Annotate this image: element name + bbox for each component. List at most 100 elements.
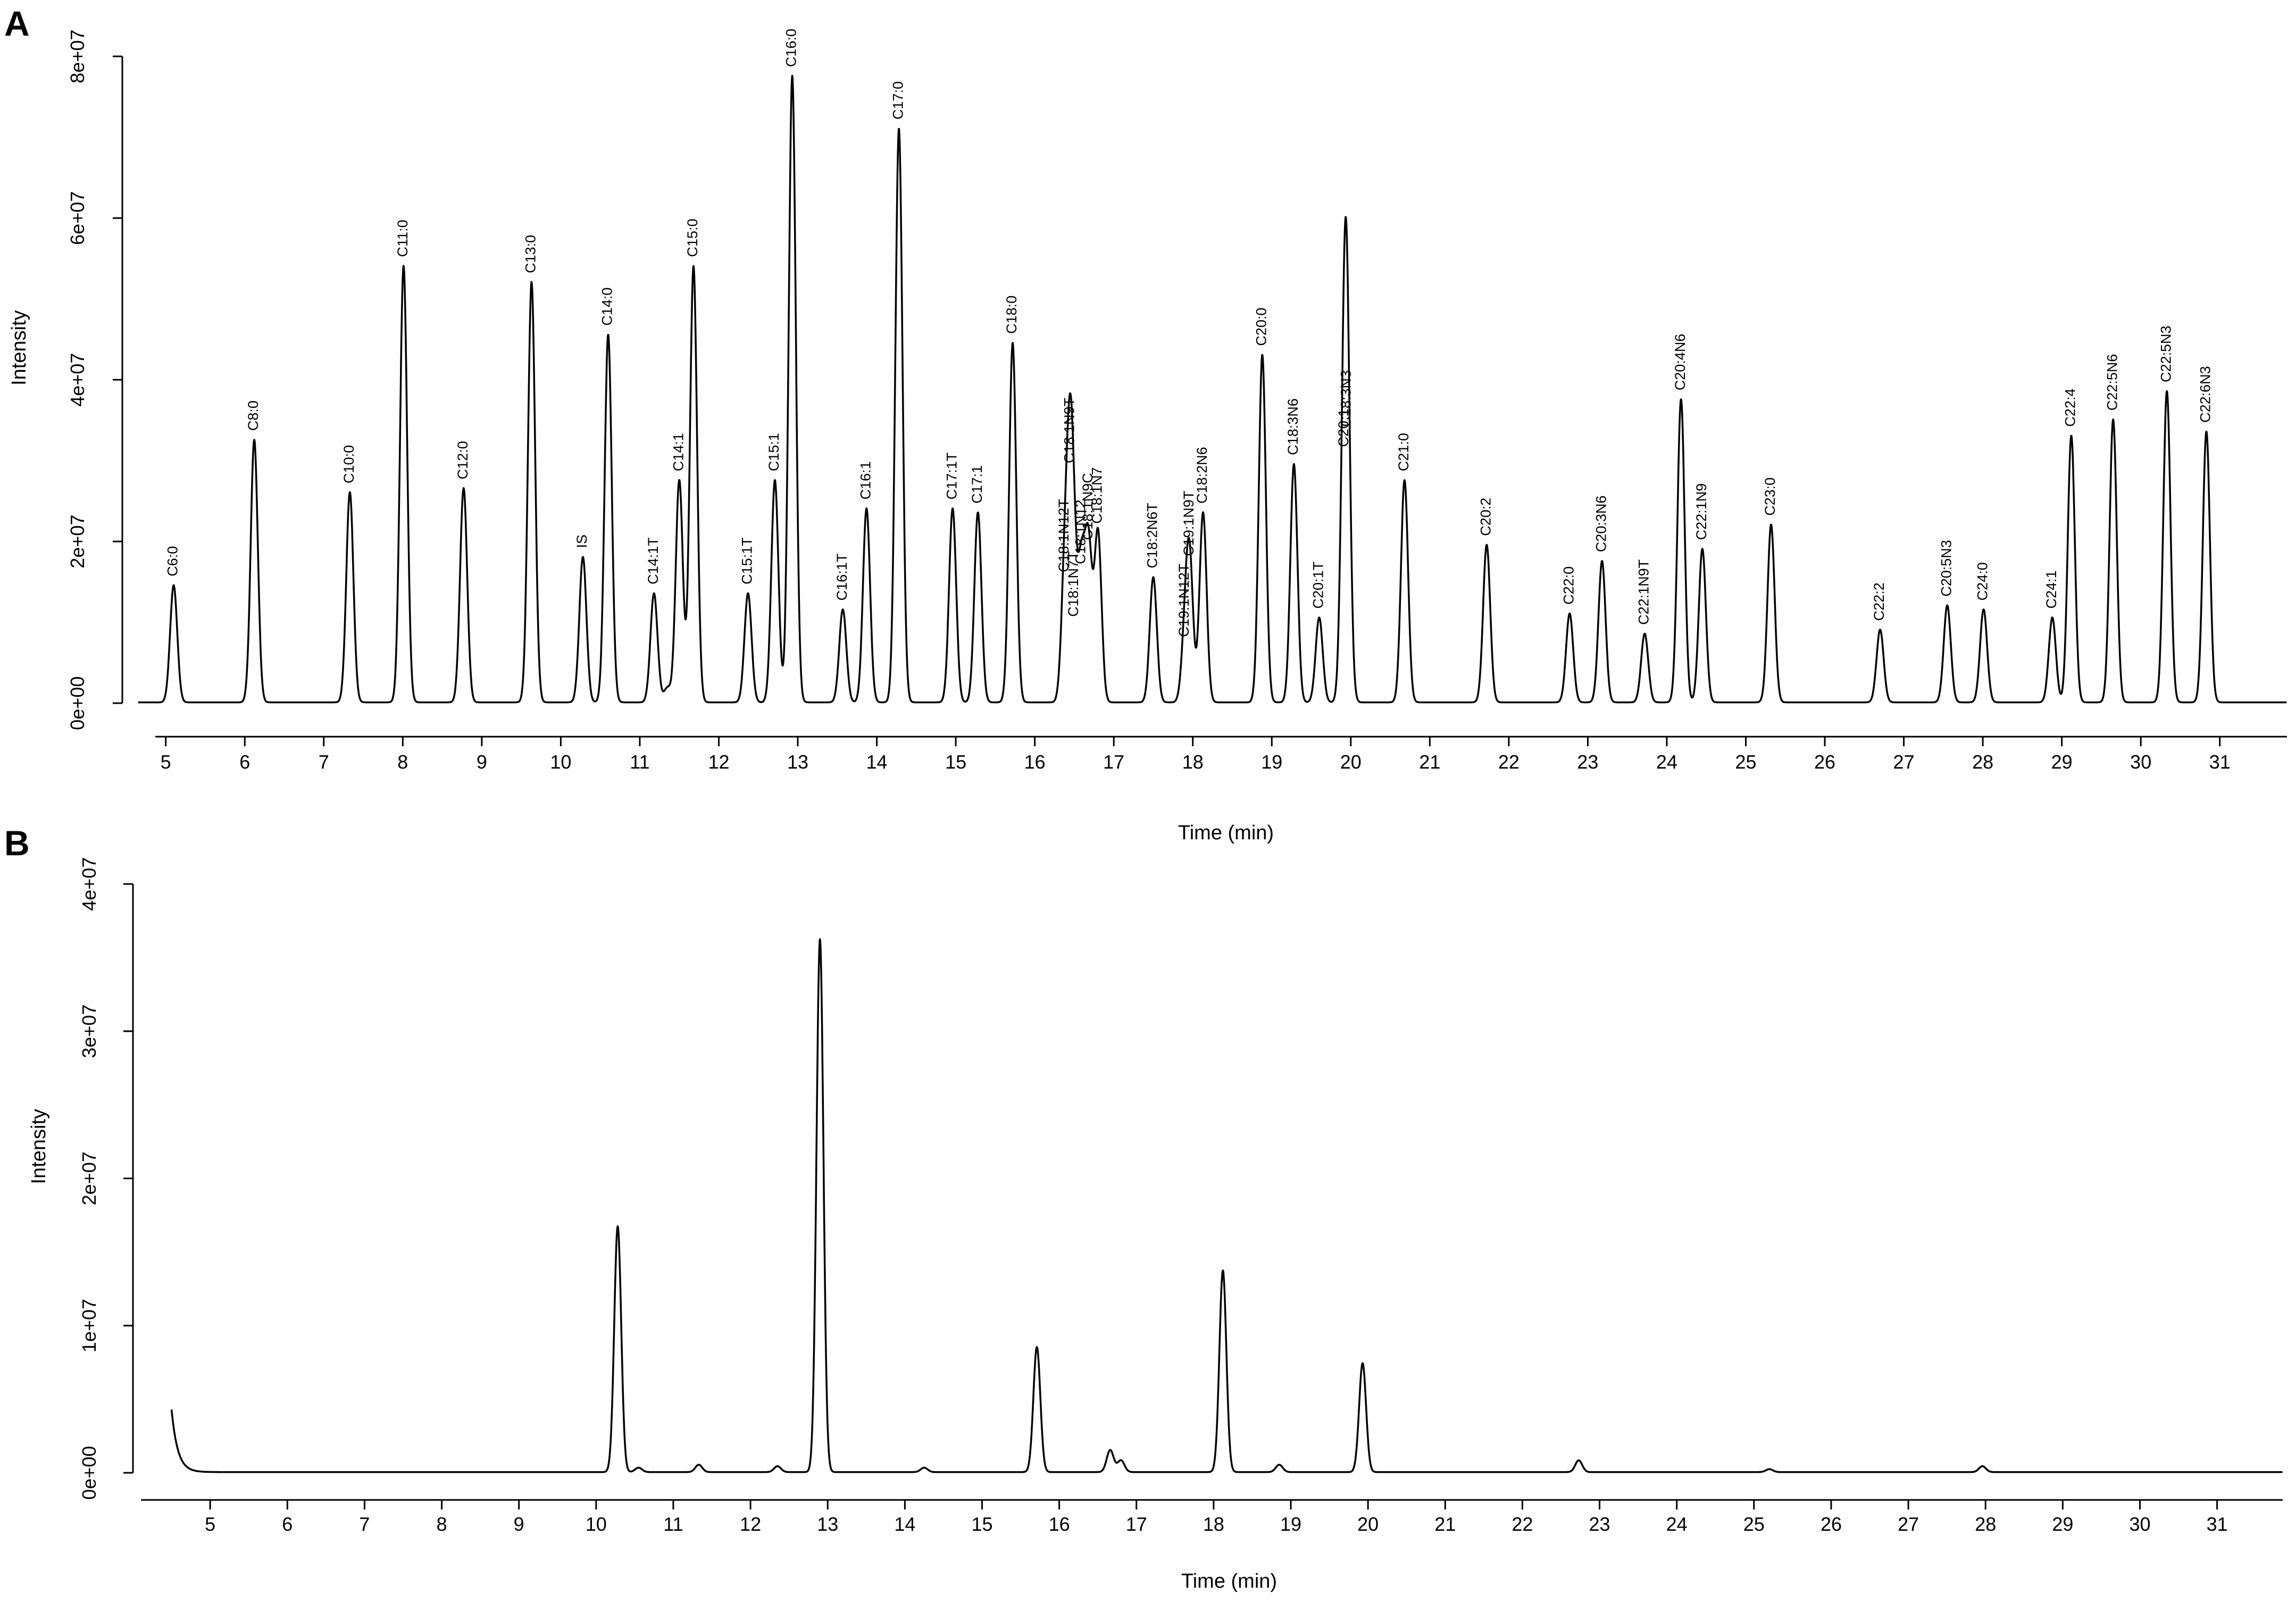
peak-label: C20:5N3 xyxy=(1938,540,1954,597)
x-tick-label: 12 xyxy=(708,751,729,773)
peak-label: C22:1N9T xyxy=(1635,560,1651,625)
peak-label: C12:0 xyxy=(455,441,471,479)
y-tick-label: 0e+00 xyxy=(66,676,88,730)
x-tick-label: 28 xyxy=(1972,751,1993,773)
x-tick-label: 17 xyxy=(1126,1513,1147,1535)
peak-label: C18:1N7T xyxy=(1065,552,1081,617)
peak-label: C22:6N3 xyxy=(2198,366,2214,423)
peak-label: C18:1N12 xyxy=(1072,499,1088,564)
x-tick-label: 9 xyxy=(477,751,487,773)
peak-label: C21:0 xyxy=(1396,433,1412,471)
peak-label: C22:1N9 xyxy=(1693,483,1709,540)
peak-label: C18:3N6 xyxy=(1285,398,1301,455)
x-tick-label: 14 xyxy=(866,751,888,773)
peak-label: C17:0 xyxy=(890,81,906,120)
x-tick-label: 24 xyxy=(1666,1513,1688,1535)
peak-label: C17:1 xyxy=(969,465,985,504)
x-tick-label: 5 xyxy=(205,1513,215,1535)
peak-label: C14:1 xyxy=(670,433,686,471)
peak-label: C18:1N9T xyxy=(1062,398,1078,463)
peak-label: C14:0 xyxy=(599,287,615,326)
peak-label: C18:3N3 xyxy=(1338,370,1354,427)
x-tick-label: 22 xyxy=(1498,751,1519,773)
chromatogram-panel-a: 0e+00 2e+07 4e+07 6e+07 8e+07 5 6 7 8 9 10 11 12 13 14… xyxy=(8,29,2287,844)
peak-label: C17:1T xyxy=(944,453,959,500)
x-tick-label: 15 xyxy=(945,751,966,773)
x-tick-label: 10 xyxy=(550,751,571,773)
x-tick-label: 27 xyxy=(1893,751,1915,773)
x-tick-label: 23 xyxy=(1589,1513,1610,1535)
x-tick-label: 15 xyxy=(971,1513,992,1535)
x-tick-label: 19 xyxy=(1261,751,1282,773)
peak-label: C14:1T xyxy=(645,537,661,585)
y-tick-label: 4e+07 xyxy=(66,353,88,406)
x-tick-label: 29 xyxy=(2051,751,2073,773)
y-tick-label: 8e+07 xyxy=(66,29,88,83)
x-tick-label: 12 xyxy=(740,1513,761,1535)
peak-label: C16:1 xyxy=(857,461,873,499)
x-tick-label: 5 xyxy=(161,751,171,773)
peak-label: C18:1N9C xyxy=(1080,473,1096,540)
chromatogram-trace xyxy=(137,74,2287,704)
x-tick-label: 29 xyxy=(2052,1513,2073,1535)
x-tick-label: 7 xyxy=(319,751,329,773)
chromatogram-panel-b: 0e+00 1e+07 2e+07 3e+07 4e+07 5 6 7 8 9 10 11 12 13 14… xyxy=(28,857,2283,1592)
peak-label: C18:1N7 xyxy=(1089,467,1105,524)
y-axis-title: Intensity xyxy=(28,1109,50,1185)
x-tick-label: 11 xyxy=(663,1513,683,1535)
x-tick-label: 21 xyxy=(1434,1513,1456,1535)
x-axis-title: Time (min) xyxy=(1181,1570,1277,1592)
panel-a-letter: A xyxy=(4,4,30,43)
y-tick-label: 2e+07 xyxy=(78,1152,100,1205)
peak-label: C15:1 xyxy=(766,433,782,471)
x-tick-label: 26 xyxy=(1814,751,1835,773)
x-tick-label: 8 xyxy=(437,1513,447,1535)
peak-label: C15:1T xyxy=(739,537,755,585)
y-axis-title: Intensity xyxy=(8,310,30,386)
x-tick-label: 25 xyxy=(1735,751,1756,773)
peak-label: C22:5N3 xyxy=(2158,326,2174,382)
x-tick-label: 28 xyxy=(1975,1513,1996,1535)
y-tick-label: 1e+07 xyxy=(78,1299,100,1353)
x-tick-label: 13 xyxy=(817,1513,838,1535)
peak-label: C10:0 xyxy=(341,445,357,483)
peak-label: C18:2N6 xyxy=(1194,447,1210,504)
peak-label: C16:1T xyxy=(834,554,850,601)
x-tick-label: 25 xyxy=(1743,1513,1765,1535)
x-tick-label: 24 xyxy=(1656,751,1677,773)
peak-label: C13:0 xyxy=(523,235,539,273)
x-tick-label: 26 xyxy=(1821,1513,1842,1535)
x-tick-label: 17 xyxy=(1103,751,1124,773)
x-tick-label: 11 xyxy=(630,751,649,773)
x-tick-label: 16 xyxy=(1024,751,1046,773)
x-tick-label: 23 xyxy=(1577,751,1598,773)
x-tick-label: 31 xyxy=(2207,1513,2228,1535)
peak-label: C20:1T xyxy=(1310,562,1326,609)
x-tick-label: 18 xyxy=(1203,1513,1224,1535)
x-tick-label: 19 xyxy=(1280,1513,1301,1535)
y-tick-label: 0e+00 xyxy=(78,1446,100,1499)
x-tick-label: 7 xyxy=(359,1513,370,1535)
peak-label: C20:4N6 xyxy=(1672,333,1688,390)
x-tick-label: 31 xyxy=(2209,751,2231,773)
peak-label: C23:0 xyxy=(1762,478,1778,516)
peak-label: C18:1N12T xyxy=(1056,499,1072,572)
peak-label: C22:5N6 xyxy=(2104,354,2120,411)
peak-label: C22:0 xyxy=(1560,566,1576,605)
peak-label: C18:2N6T xyxy=(1145,503,1160,568)
y-tick-label: 6e+07 xyxy=(66,191,88,245)
chromatogram-trace xyxy=(170,938,2283,1473)
x-tick-label: 16 xyxy=(1049,1513,1070,1535)
peak-label: C6:0 xyxy=(165,546,181,577)
x-tick-label: 20 xyxy=(1340,751,1362,773)
peak-label: C20:3N6 xyxy=(1593,495,1609,552)
x-tick-label: 20 xyxy=(1357,1513,1379,1535)
x-tick-label: 27 xyxy=(1898,1513,1919,1535)
peak-label: C24:0 xyxy=(1975,562,1991,601)
y-tick-label: 2e+07 xyxy=(66,514,88,568)
y-tick-label: 4e+07 xyxy=(78,857,100,911)
x-tick-label: 30 xyxy=(2129,1513,2150,1535)
x-tick-label: 13 xyxy=(787,751,808,773)
x-tick-label: 6 xyxy=(282,1513,293,1535)
